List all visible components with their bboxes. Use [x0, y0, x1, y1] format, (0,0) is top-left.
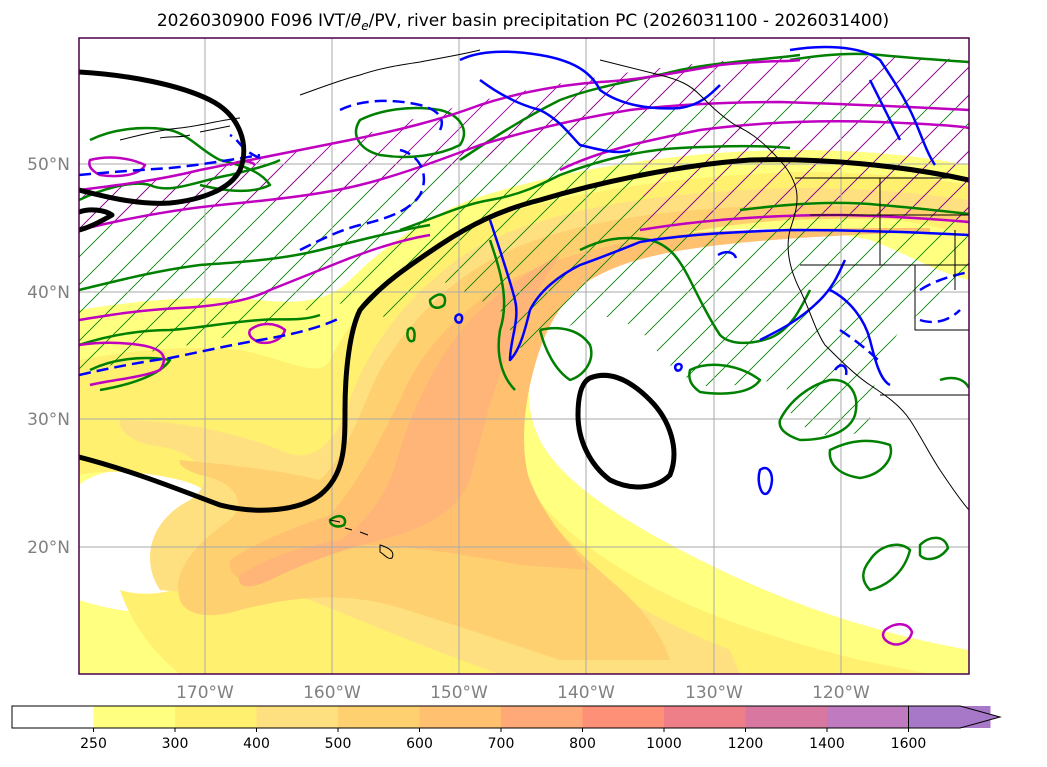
- lon-label: 140°W: [557, 683, 615, 703]
- ivt-fill-700: [239, 255, 560, 587]
- blue-dashed-contours: [79, 99, 969, 377]
- hawaii-islands: [329, 519, 394, 559]
- graticule: [79, 38, 969, 674]
- longitude-labels: 170°W 160°W 150°W 140°W 130°W 120°W: [176, 683, 870, 703]
- colorbar-segment: [93, 706, 176, 728]
- map-title: 2026030900 F096 IVT/θe/PV, river basin p…: [157, 11, 889, 33]
- colorbar-segment: [338, 706, 420, 728]
- colorbar: 250 300 400 500 600 700 800 1000 1200 1400 1600: [11, 705, 1002, 752]
- colorbar-tick-label: 1400: [809, 736, 845, 752]
- colorbar-tick-label: 800: [569, 736, 596, 752]
- blue-contours: [454, 45, 969, 496]
- ivt-fill-500: [178, 205, 969, 660]
- alaska-coast: [119, 49, 771, 151]
- colorbar-outline: [11, 705, 960, 729]
- colorbar-segment: [419, 706, 502, 728]
- map-frame: [78, 37, 970, 675]
- colorbar-segment: [175, 706, 257, 728]
- magenta-hatch-region: [79, 55, 969, 231]
- colorbar-segment: [827, 706, 909, 728]
- map-area: [79, 38, 969, 674]
- colorbar-tick-label: 1000: [646, 736, 682, 752]
- aleutian-islands: [159, 125, 231, 139]
- colorbar-segment: [501, 706, 583, 728]
- black-contour-main: [79, 157, 969, 513]
- black-contour-upper-left: [79, 69, 247, 206]
- colorbar-tick-label: 600: [406, 736, 433, 752]
- black-contour-closed-low: [575, 372, 677, 490]
- lat-label: 20°N: [27, 538, 70, 558]
- colorbar-tick-label: 500: [325, 736, 352, 752]
- colorbar-tick-label: 300: [162, 736, 189, 752]
- green-contours: [79, 52, 969, 592]
- lat-label: 40°N: [27, 283, 70, 303]
- colorbar-segment: [12, 706, 94, 728]
- colorbar-segment: [256, 706, 339, 728]
- lon-label: 150°W: [430, 683, 488, 703]
- lat-label: 50°N: [27, 155, 70, 175]
- colorbar-segment: [745, 706, 828, 728]
- colorbar-segment: [664, 706, 746, 728]
- latitude-labels: 50°N 40°N 30°N 20°N: [27, 155, 70, 558]
- colorbar-tick-label: 400: [243, 736, 270, 752]
- colorbar-segment: [582, 706, 665, 728]
- north-america-coast: [769, 149, 969, 511]
- lon-label: 120°W: [812, 683, 870, 703]
- colorbar-tick-label: 1600: [891, 736, 927, 752]
- us-state-lines: [795, 177, 969, 396]
- colorbar-tick-label: 250: [80, 736, 107, 752]
- coastlines: [119, 49, 969, 559]
- colorbar-tick-label: 1200: [728, 736, 764, 752]
- black-contours: [79, 69, 969, 513]
- lon-label: 160°W: [303, 683, 361, 703]
- colorbar-tick-label: 700: [488, 736, 515, 752]
- lon-label: 130°W: [685, 683, 743, 703]
- lat-label: 30°N: [27, 410, 70, 430]
- lon-label: 170°W: [176, 683, 234, 703]
